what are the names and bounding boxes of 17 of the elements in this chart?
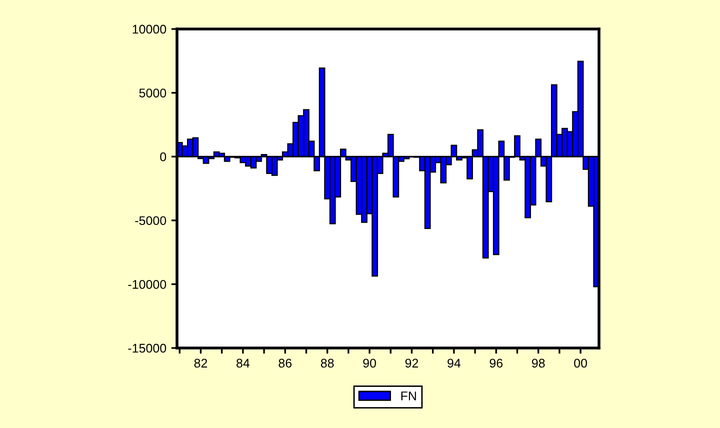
x-tick-label: 00 <box>574 358 587 368</box>
y-tick-label: 0 <box>160 152 166 162</box>
x-tick-label: 92 <box>405 358 418 368</box>
y-tick-label: -10000 <box>128 280 166 289</box>
x-tick-label: 88 <box>320 358 334 368</box>
x-tick-label: 82 <box>194 358 208 368</box>
y-tick-label: -5000 <box>135 216 166 226</box>
x-tick-label: 98 <box>532 358 545 368</box>
x-tick-label: 90 <box>363 358 376 368</box>
x-tick-label: 84 <box>236 358 250 368</box>
x-tick-label: 96 <box>490 358 503 368</box>
legend-label: FN <box>401 392 416 400</box>
x-tick-label: 94 <box>448 358 461 368</box>
y-tick-label: 10000 <box>132 24 166 34</box>
x-tick-label: 86 <box>278 358 292 368</box>
y-tick-label: 5000 <box>139 88 166 98</box>
y-tick-label: -15000 <box>128 344 166 353</box>
